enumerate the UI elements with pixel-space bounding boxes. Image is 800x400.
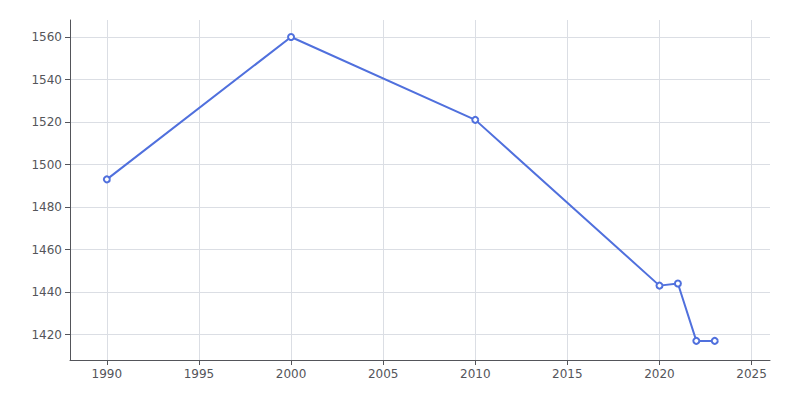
svg-text:2010: 2010	[460, 367, 491, 381]
svg-text:1995: 1995	[184, 367, 215, 381]
svg-text:1520: 1520	[31, 115, 62, 129]
svg-text:1500: 1500	[31, 158, 62, 172]
svg-text:2005: 2005	[368, 367, 399, 381]
svg-text:2025: 2025	[736, 367, 767, 381]
svg-text:1990: 1990	[92, 367, 123, 381]
svg-text:1460: 1460	[31, 243, 62, 257]
svg-text:2015: 2015	[552, 367, 583, 381]
svg-text:2020: 2020	[644, 367, 675, 381]
svg-text:1540: 1540	[31, 73, 62, 87]
svg-text:1440: 1440	[31, 285, 62, 299]
svg-text:1560: 1560	[31, 30, 62, 44]
svg-text:2000: 2000	[276, 367, 307, 381]
svg-text:1480: 1480	[31, 200, 62, 214]
svg-text:1420: 1420	[31, 328, 62, 342]
